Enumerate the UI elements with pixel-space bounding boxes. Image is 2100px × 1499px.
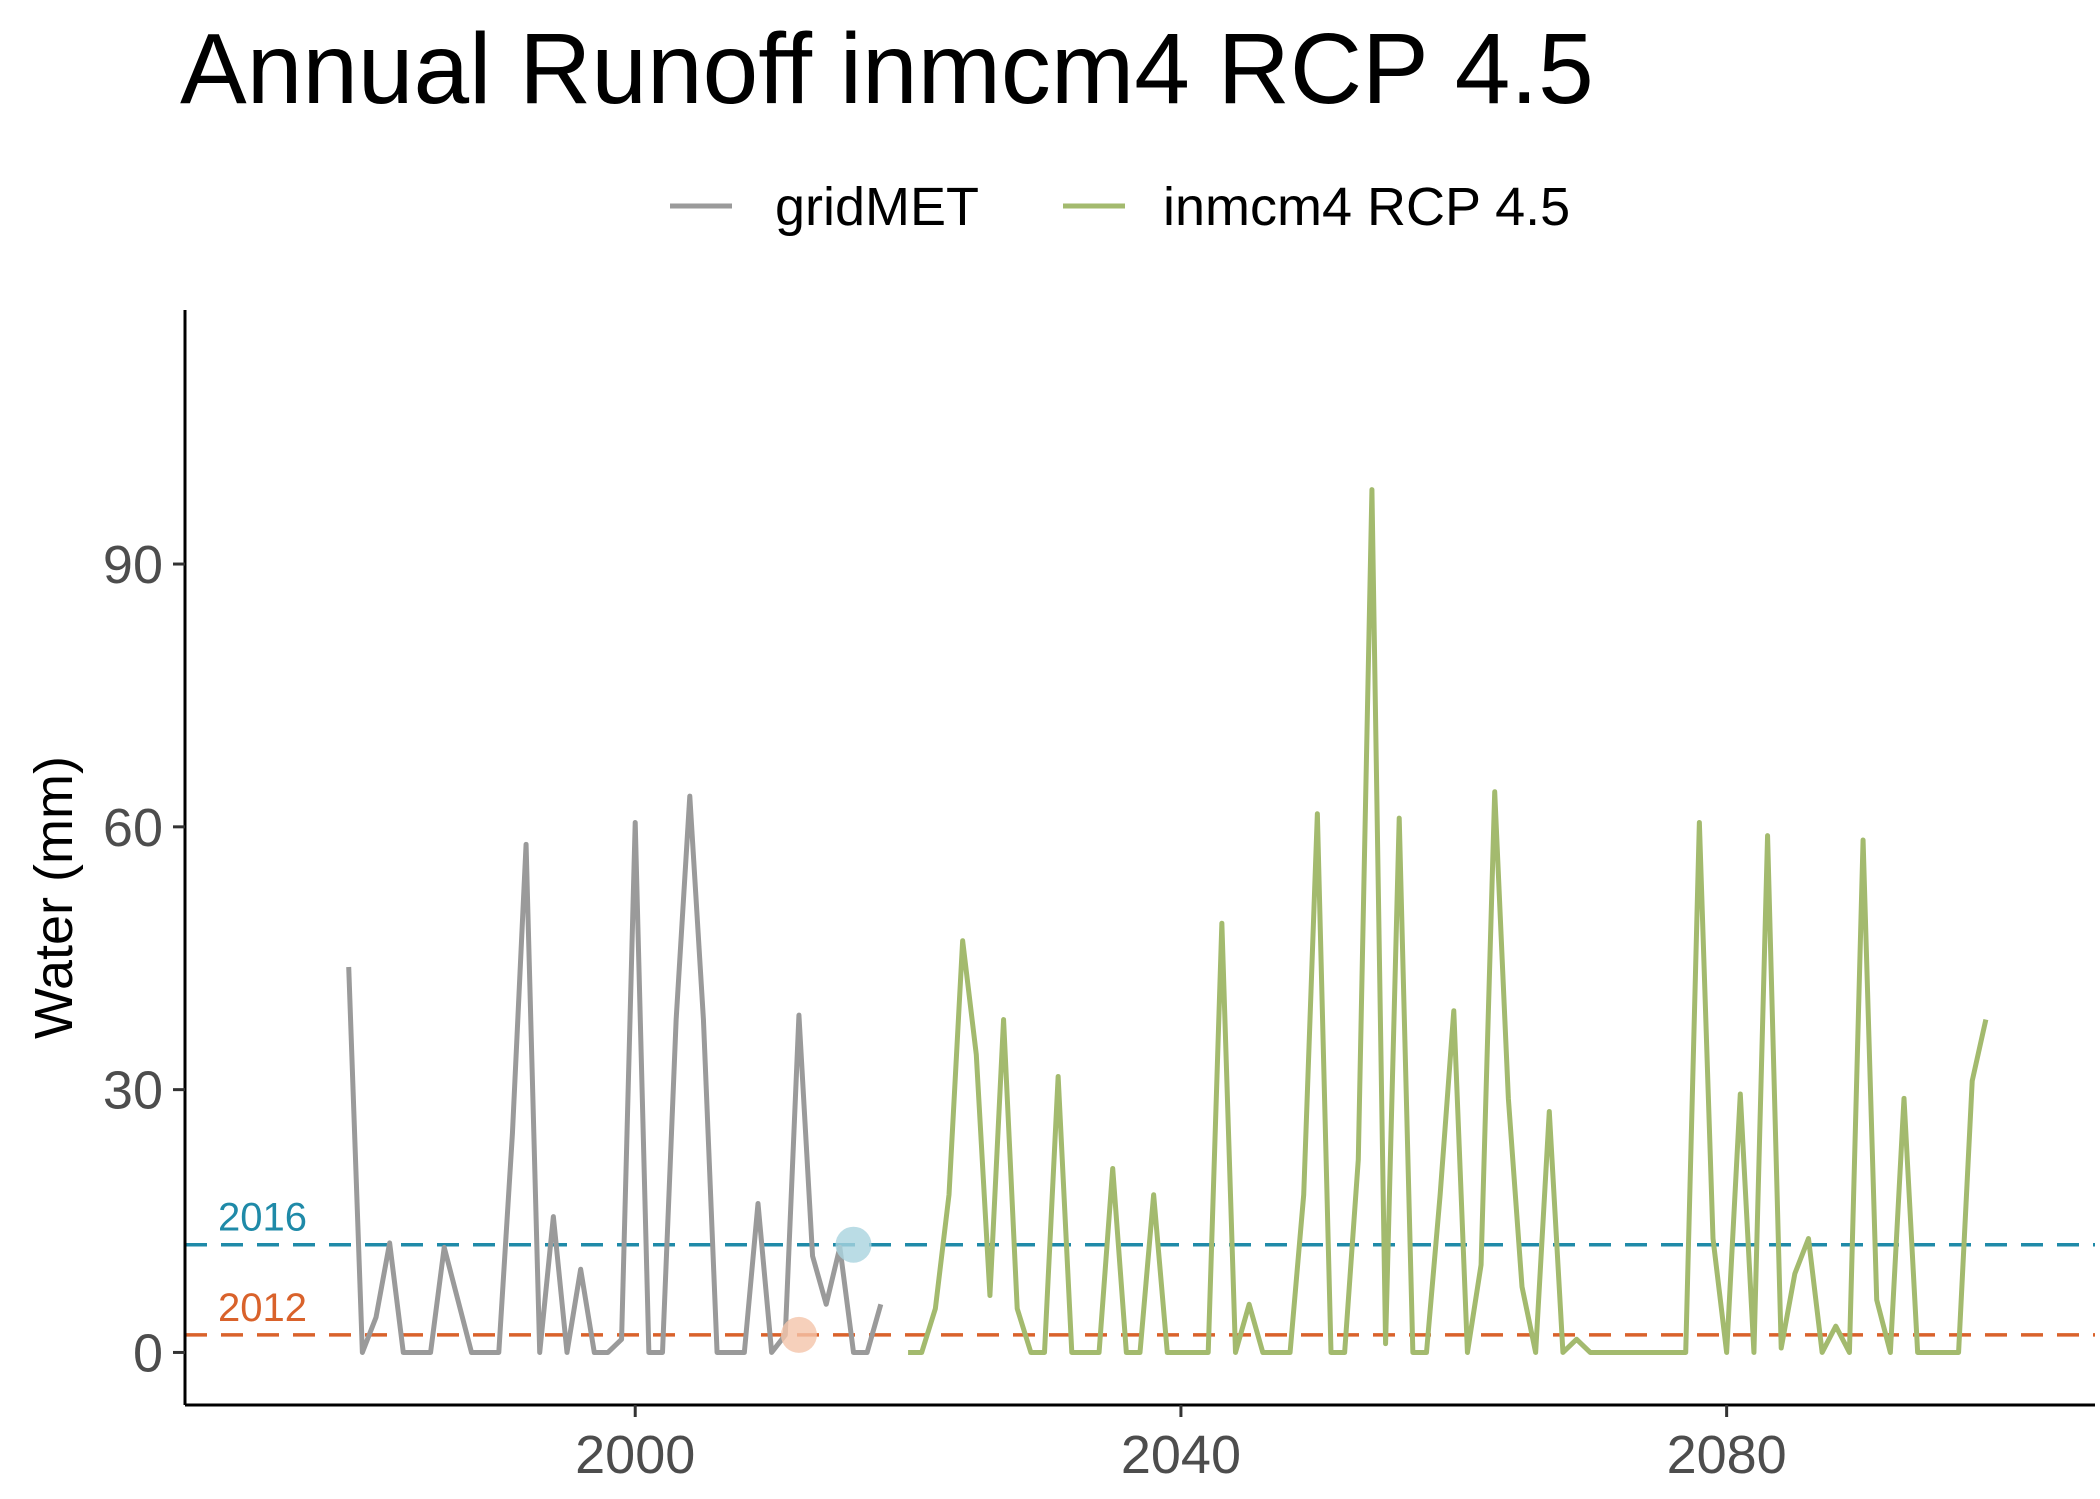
y-tick-label: 0 [133, 1323, 163, 1383]
y-tick-label: 60 [103, 798, 163, 858]
highlight-point-2012 [780, 1316, 817, 1353]
axes: 0 30 60 90 2000 2040 2080 Water (mm) [24, 310, 2095, 1485]
x-tick-label: 2080 [1667, 1425, 1787, 1485]
highlight-point-2016 [835, 1226, 872, 1263]
reference-label-2016: 2016 [218, 1196, 307, 1240]
series-line-0 [346, 793, 884, 1355]
x-tick-label: 2040 [1121, 1425, 1241, 1485]
reference-lines: 2016 2012 [185, 1196, 2095, 1337]
y-tick-label: 30 [103, 1061, 163, 1121]
highlight-points [780, 1226, 872, 1353]
legend: gridMET inmcm4 RCP 4.5 [670, 177, 1570, 237]
legend-label-0: gridMET [775, 177, 979, 237]
x-tick-label: 2000 [575, 1425, 695, 1485]
reference-label-2012: 2012 [218, 1286, 307, 1330]
chart-title: Annual Runoff inmcm4 RCP 4.5 [180, 13, 1594, 125]
series-layer [346, 487, 1989, 1355]
y-axis-title: Water (mm) [24, 756, 84, 1039]
legend-label-1: inmcm4 RCP 4.5 [1163, 177, 1570, 237]
y-tick-label: 90 [103, 535, 163, 595]
series-line-1 [908, 487, 1989, 1355]
